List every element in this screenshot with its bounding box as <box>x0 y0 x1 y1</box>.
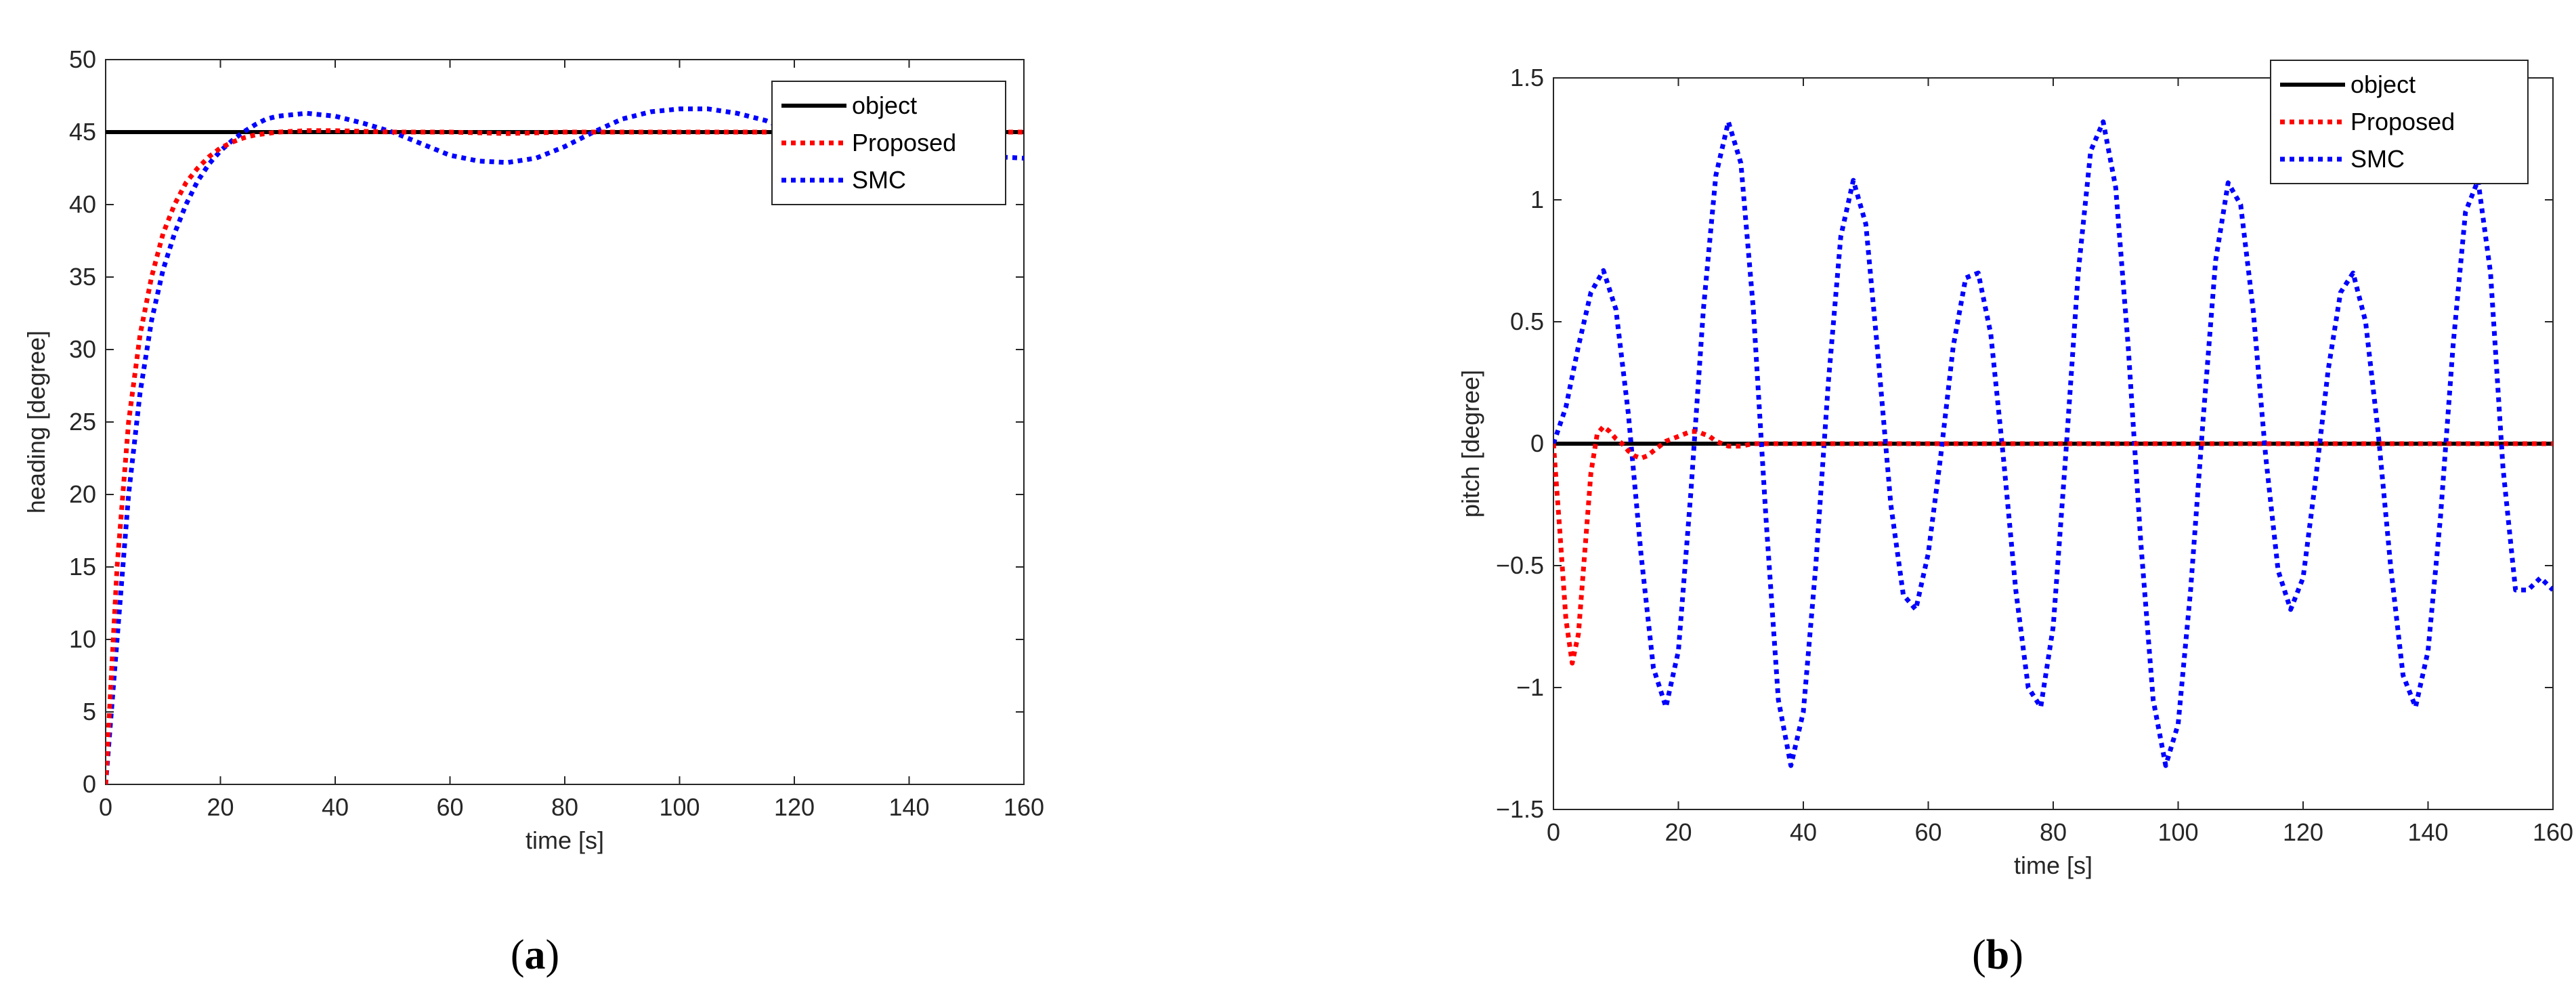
series-line-proposed <box>106 128 1024 784</box>
y-tick-label: −1.5 <box>1496 795 1544 823</box>
y-tick-label: 30 <box>69 335 96 363</box>
legend-label: SMC <box>852 166 906 194</box>
caption-close-paren: ) <box>546 932 560 978</box>
y-tick-label: 1 <box>1530 186 1544 213</box>
y-tick-label: 15 <box>69 553 96 581</box>
y-tick-label: 50 <box>69 45 96 73</box>
legend-label: object <box>852 91 917 119</box>
x-axis-label: time [s] <box>2014 851 2092 879</box>
y-tick-label: 20 <box>69 480 96 508</box>
y-axis-label: heading [degree] <box>22 331 50 513</box>
chart-panel-a: 0 20 40 60 80 100 120 140 160 0 5 10 15 20 25 30 35 40 45 5… <box>22 45 1044 978</box>
x-tick-label: 60 <box>1914 818 1941 846</box>
chart-panel-b: 0 20 40 60 80 100 120 140 160 −1.5 −1 −0.5 0 0.5 1 1.5 t… <box>1457 60 2573 978</box>
legend-label: Proposed <box>2350 108 2455 135</box>
y-tick-label: −0.5 <box>1496 551 1544 579</box>
legend: object Proposed SMC <box>771 81 1006 205</box>
x-tick-label: 0 <box>1547 818 1560 846</box>
y-tick-label: 35 <box>69 263 96 291</box>
series-line-smc <box>1553 119 2553 768</box>
y-tick-label: 5 <box>83 698 96 725</box>
legend-box <box>2270 60 2529 184</box>
caption-close-paren: ) <box>2009 932 2023 978</box>
y-tick-label: 10 <box>69 625 96 653</box>
caption-letter: a <box>525 932 546 978</box>
x-tick-label: 80 <box>2040 818 2067 846</box>
x-tick-label: 140 <box>888 793 929 821</box>
panel-caption: (b) <box>1972 932 2023 978</box>
legend: object Proposed SMC <box>2270 60 2529 184</box>
caption-open-paren: ( <box>1972 932 1986 978</box>
x-tick-label: 20 <box>207 793 234 821</box>
x-tick-label: 0 <box>99 793 112 821</box>
x-tick-label: 40 <box>1790 818 1817 846</box>
y-tick-label: 0 <box>83 770 96 798</box>
x-axis-label: time [s] <box>525 826 604 854</box>
caption-open-paren: ( <box>511 932 525 978</box>
x-tick-label: 140 <box>2407 818 2448 846</box>
caption-letter: b <box>1986 932 2009 978</box>
x-tick-label: 160 <box>2533 818 2573 846</box>
x-tick-label: 100 <box>2158 818 2198 846</box>
y-axis-label: pitch [degree] <box>1457 370 1484 518</box>
panel-caption: (a) <box>511 932 559 978</box>
legend-label: object <box>2350 70 2416 98</box>
x-tick-label: 120 <box>2283 818 2323 846</box>
y-tick-label: 0 <box>1530 429 1544 457</box>
x-tick-label: 40 <box>322 793 349 821</box>
y-tick-label: 45 <box>69 118 96 146</box>
y-tick-label: 25 <box>69 408 96 436</box>
y-tick-label: −1 <box>1516 673 1544 701</box>
x-tick-label: 20 <box>1665 818 1692 846</box>
series-group <box>1553 119 2553 768</box>
x-tick-label: 80 <box>551 793 578 821</box>
legend-label: SMC <box>2350 145 2405 173</box>
x-tick-label: 100 <box>659 793 700 821</box>
y-tick-label: 0.5 <box>1510 308 1544 335</box>
x-tick-label: 60 <box>436 793 463 821</box>
y-tick-label: 40 <box>69 190 96 218</box>
legend-label: Proposed <box>852 129 956 156</box>
x-tick-label: 160 <box>1004 793 1044 821</box>
x-tick-label: 120 <box>774 793 815 821</box>
y-tick-label: 1.5 <box>1510 64 1544 91</box>
